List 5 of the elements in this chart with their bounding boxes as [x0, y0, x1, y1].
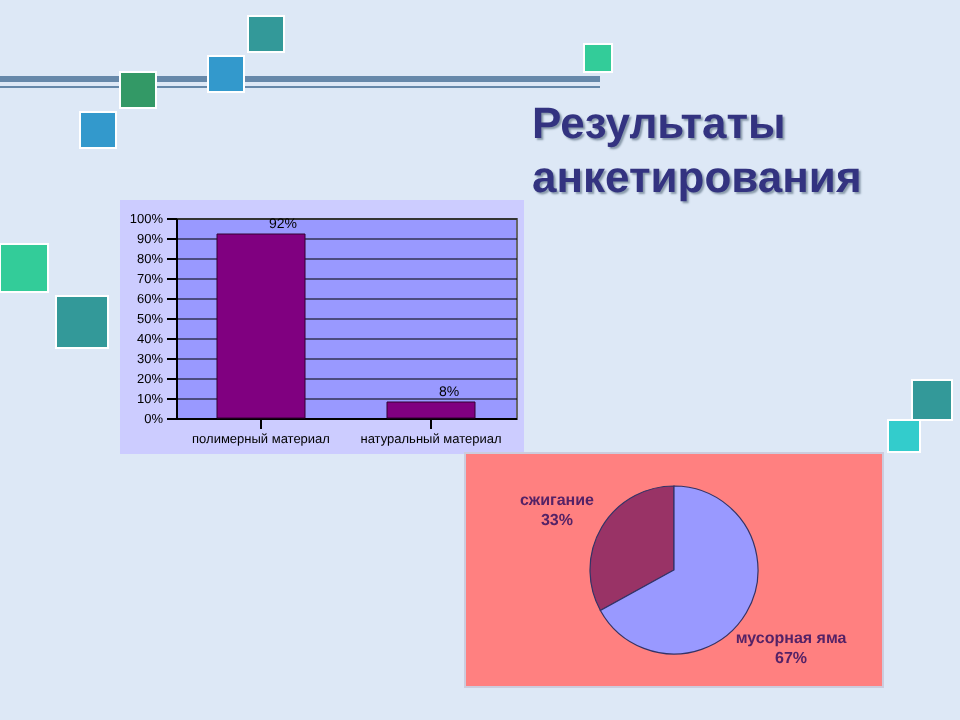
- data-label: 67%: [775, 649, 808, 668]
- slice-label: мусорная яма: [735, 629, 848, 648]
- slice-label: сжигание: [519, 490, 596, 509]
- data-label: 33%: [540, 510, 573, 529]
- text: Результаты анкетирования: [532, 96, 864, 204]
